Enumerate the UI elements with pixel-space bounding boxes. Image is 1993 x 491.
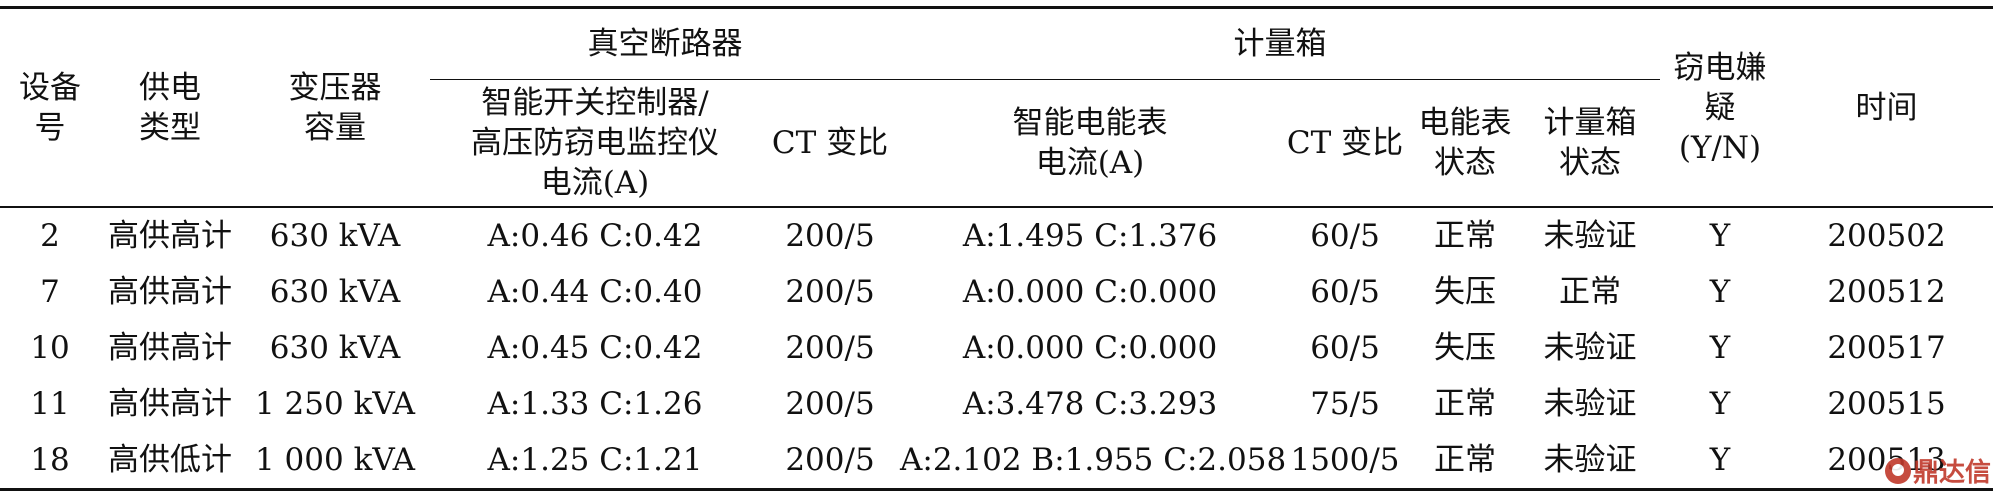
- cell-meter-status: 正常: [1434, 218, 1496, 254]
- cell-meter-ct-ratio: 75/5: [1310, 386, 1380, 422]
- cell-theft-suspect: Y: [1660, 432, 1780, 491]
- cell-device-no: 11: [30, 386, 70, 422]
- cell-meter-ct-ratio: 60/5: [1310, 218, 1380, 254]
- cell-device-no: 7: [40, 274, 60, 310]
- cell-theft-suspect: Y: [1709, 330, 1731, 366]
- col-header-meter-status: 电能表状态: [1410, 79, 1520, 208]
- col-header-transformer-capacity: 变压器容量: [240, 6, 430, 208]
- cell-breaker-ct-ratio: 200/5: [785, 386, 875, 422]
- col-header-breaker-ct-ratio: CT 变比: [760, 79, 900, 208]
- cell-device-no: 10: [30, 330, 70, 366]
- table-row: 7 高供高计 630 kVA A:0.44 C:0.40 200/5 A:0.0…: [0, 264, 1993, 320]
- cell-smart-meter-current: A:2.102 B:1.955 C:2.058: [900, 432, 1286, 491]
- cell-smart-meter-current: A:0.000 C:0.000: [962, 330, 1218, 366]
- col-header-supply-type: 供电类型: [100, 6, 240, 208]
- cell-transformer-capacity: 1 000 kVA: [240, 432, 430, 491]
- cell-supply-type: 高供高计: [108, 386, 232, 422]
- cell-time: 200515: [1827, 386, 1946, 422]
- cell-device-no: 2: [40, 218, 60, 254]
- cell-transformer-capacity: 1 250 kVA: [254, 386, 416, 422]
- cell-box-status: 未验证: [1543, 330, 1637, 366]
- cell-smart-switch-current: A:0.44 C:0.40: [487, 274, 703, 310]
- cell-meter-status: 失压: [1434, 274, 1496, 310]
- table-row: 10 高供高计 630 kVA A:0.45 C:0.42 200/5 A:0.…: [0, 320, 1993, 376]
- cell-theft-suspect: Y: [1709, 386, 1731, 422]
- cell-smart-switch-current: A:1.25 C:1.21: [430, 432, 760, 491]
- cell-meter-status: 失压: [1434, 330, 1496, 366]
- cell-supply-type: 高供高计: [108, 274, 232, 310]
- col-header-theft-suspect: 窃电嫌疑(Y/N): [1660, 6, 1780, 208]
- group-header-breaker: 真空断路器: [430, 6, 900, 80]
- cell-meter-ct-ratio: 1500/5: [1280, 432, 1410, 491]
- cell-smart-meter-current: A:0.000 C:0.000: [962, 274, 1218, 310]
- col-header-time: 时间: [1780, 6, 1993, 208]
- cell-breaker-ct-ratio: 200/5: [785, 218, 875, 254]
- group-header-meter-box: 计量箱: [900, 6, 1660, 80]
- cell-transformer-capacity: 630 kVA: [269, 274, 401, 310]
- col-header-box-status: 计量箱状态: [1520, 79, 1660, 208]
- watermark: 鼎达信: [1884, 452, 1991, 489]
- cell-breaker-ct-ratio: 200/5: [760, 432, 900, 491]
- table-body: 2 高供高计 630 kVA A:0.46 C:0.42 200/5 A:1.4…: [0, 207, 1993, 491]
- cell-breaker-ct-ratio: 200/5: [785, 274, 875, 310]
- cell-time: 200512: [1827, 274, 1946, 310]
- cell-meter-status: 正常: [1410, 432, 1520, 491]
- cell-transformer-capacity: 630 kVA: [269, 330, 401, 366]
- cell-smart-switch-current: A:0.45 C:0.42: [487, 330, 703, 366]
- watermark-text: 鼎达信: [1912, 458, 1991, 488]
- cell-time: 200517: [1827, 330, 1946, 366]
- cell-time: 200502: [1827, 218, 1946, 254]
- cell-supply-type: 高供高计: [108, 330, 232, 366]
- cell-smart-switch-current: A:1.33 C:1.26: [487, 386, 703, 422]
- cell-smart-meter-current: A:3.478 C:3.293: [962, 386, 1218, 422]
- table-row: 2 高供高计 630 kVA A:0.46 C:0.42 200/5 A:1.4…: [0, 207, 1993, 264]
- table-row: 18 高供低计 1 000 kVA A:1.25 C:1.21 200/5 A:…: [0, 432, 1993, 491]
- col-header-smart-meter-current: 智能电能表电流(A): [900, 79, 1280, 208]
- col-header-smart-switch-current: 智能开关控制器/高压防窃电监控仪电流(A): [430, 79, 760, 208]
- cell-meter-ct-ratio: 60/5: [1310, 330, 1380, 366]
- logo-icon: [1884, 457, 1911, 484]
- cell-smart-switch-current: A:0.46 C:0.42: [487, 218, 703, 254]
- cell-device-no: 18: [0, 432, 100, 491]
- cell-meter-status: 正常: [1434, 386, 1496, 422]
- cell-breaker-ct-ratio: 200/5: [785, 330, 875, 366]
- cell-theft-suspect: Y: [1709, 274, 1731, 310]
- cell-supply-type: 高供低计: [100, 432, 240, 491]
- cell-smart-meter-current: A:1.495 C:1.376: [962, 218, 1218, 254]
- data-table: 设备号 供电类型 变压器容量 真空断路器 计量箱 窃电嫌疑(Y/N) 时间 智能…: [0, 6, 1993, 491]
- cell-box-status: 正常: [1559, 274, 1621, 310]
- cell-transformer-capacity: 630 kVA: [269, 218, 401, 254]
- col-header-device-no: 设备号: [0, 6, 100, 208]
- col-header-meter-ct-ratio: CT 变比: [1280, 79, 1410, 208]
- cell-supply-type: 高供高计: [108, 218, 232, 254]
- table-row: 11 高供高计 1 250 kVA A:1.33 C:1.26 200/5 A:…: [0, 376, 1993, 432]
- cell-meter-ct-ratio: 60/5: [1310, 274, 1380, 310]
- cell-box-status: 未验证: [1520, 432, 1660, 491]
- cell-theft-suspect: Y: [1709, 218, 1731, 254]
- cell-box-status: 未验证: [1543, 218, 1637, 254]
- cell-box-status: 未验证: [1543, 386, 1637, 422]
